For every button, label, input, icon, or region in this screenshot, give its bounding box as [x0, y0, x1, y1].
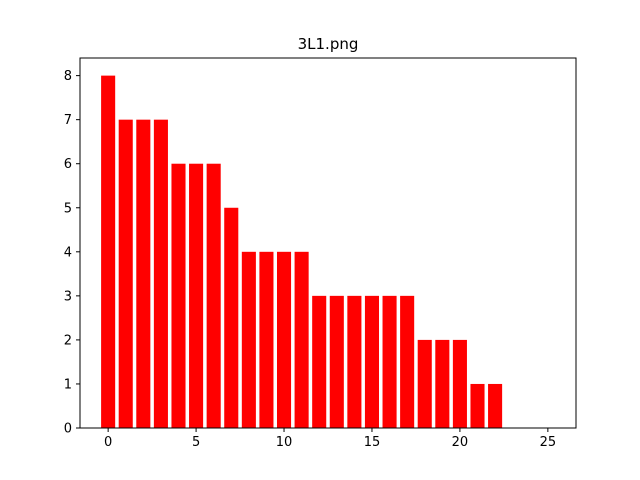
y-tick-label: 4: [64, 245, 72, 260]
y-tick-label: 1: [64, 377, 72, 392]
chart-title: 3L1.png: [298, 35, 359, 53]
y-axis: 0 1 2 3 4 5 6 7 8: [64, 69, 80, 437]
x-axis: 0 5 10 15 20 25: [104, 428, 556, 450]
y-tick-label: 0: [64, 422, 72, 437]
x-tick-label: 20: [452, 435, 469, 450]
x-tick-label: 15: [364, 435, 381, 450]
bar-7: [224, 207, 239, 428]
y-tick-label: 3: [64, 289, 72, 304]
plot-frame: [79, 57, 577, 429]
x-tick-label: 0: [104, 435, 112, 450]
bar-20: [452, 339, 467, 428]
bar-2: [136, 119, 151, 429]
bar-11: [294, 251, 309, 428]
bar-13: [329, 295, 344, 428]
bar-10: [276, 251, 292, 428]
bar-14: [347, 295, 362, 428]
y-tick-label: 6: [64, 157, 72, 172]
bar-3: [153, 119, 168, 429]
y-tick-label: 8: [64, 69, 72, 84]
bar-9: [259, 251, 274, 428]
bars-group: [101, 75, 503, 429]
x-tick-label: 5: [192, 435, 200, 450]
bar-12: [312, 295, 327, 428]
bar-19: [435, 339, 450, 428]
bar-6: [206, 163, 221, 428]
bar-15: [364, 295, 380, 428]
bar-1: [118, 119, 133, 429]
bar-21: [470, 383, 485, 428]
bar-8: [241, 251, 256, 428]
y-tick-label: 5: [64, 201, 72, 216]
bar-4: [171, 163, 186, 428]
y-tick-label: 7: [64, 113, 72, 128]
bar-17: [400, 295, 415, 428]
bar-16: [382, 295, 397, 428]
bar-5: [189, 163, 204, 428]
bar-18: [417, 339, 432, 428]
bar-22: [488, 383, 503, 428]
bar-0: [101, 75, 116, 428]
x-tick-label: 10: [276, 435, 293, 450]
x-tick-label: 25: [540, 435, 557, 450]
y-tick-label: 2: [64, 333, 72, 348]
